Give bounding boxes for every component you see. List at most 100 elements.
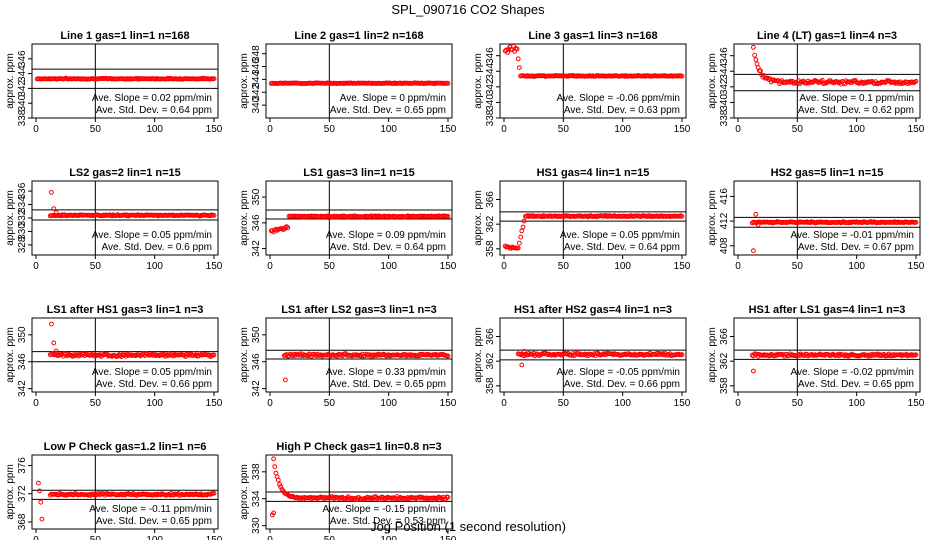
plot-frame — [499, 43, 687, 119]
plot-frame — [499, 180, 687, 256]
plot-frame — [265, 43, 453, 119]
x-tick-label: 150 — [440, 124, 457, 135]
plot-frame — [733, 43, 921, 119]
x-tick-label: 150 — [206, 124, 223, 135]
y-axis-label: approx. ppm — [473, 53, 484, 109]
y-tick-label: 376 — [17, 457, 28, 474]
panel-title: Line 1 gas=1 lin=1 n=168 — [60, 30, 189, 42]
x-tick-label: 150 — [908, 261, 925, 272]
x-tick-label: 100 — [380, 124, 397, 135]
x-tick-label: 0 — [267, 535, 273, 540]
plot-frame — [733, 180, 921, 256]
stdev-annotation: Ave. Std. Dev. = 0.66 ppm — [96, 379, 212, 390]
x-tick-label: 0 — [267, 261, 273, 272]
x-tick-label: 50 — [90, 261, 102, 272]
plot-panel: HS1 gas=4 lin=1 n=15 0 50 100 150 358 362 366ap… — [473, 167, 691, 272]
panel-title: LS1 gas=3 lin=1 n=15 — [303, 167, 415, 179]
x-tick-label: 50 — [324, 124, 336, 135]
x-tick-label: 0 — [267, 398, 273, 409]
slope-annotation: Ave. Slope = 0.1 ppm/min — [799, 93, 914, 104]
plot-panel: HS1 after HS2 gas=4 lin=1 n=3 0 50 100 150 35… — [473, 304, 691, 409]
y-axis-label: approx. ppm — [239, 327, 250, 383]
x-tick-label: 150 — [674, 398, 691, 409]
plot-frame — [265, 180, 453, 256]
data-point — [272, 464, 278, 470]
x-tick-label: 100 — [146, 124, 163, 135]
y-tick-label: 340 — [17, 94, 28, 111]
y-axis-label: approx. ppm — [473, 190, 484, 246]
x-tick-label: 150 — [440, 398, 457, 409]
plot-panel: LS2 gas=2 lin=1 n=150 50 100 15032833033233… — [5, 167, 223, 272]
y-tick-label: 358 — [485, 377, 496, 394]
data-point — [211, 76, 217, 82]
y-tick-label: 346 — [719, 47, 730, 64]
stdev-annotation: Ave. Std. Dev. = 0.63 ppm — [564, 105, 680, 116]
x-tick-label: 50 — [90, 535, 102, 540]
stdev-annotation: Ave. Std. Dev. = 0.64 ppm — [564, 242, 680, 253]
data-point — [277, 482, 282, 487]
data-point — [49, 321, 54, 327]
x-tick-label: 100 — [380, 261, 397, 272]
x-tick-label: 100 — [848, 261, 865, 272]
x-tick-label: 150 — [440, 535, 457, 540]
x-tick-label: 50 — [324, 261, 336, 272]
y-axis-label: approx. ppm — [707, 327, 718, 383]
y-axis-label: approx. ppm — [5, 53, 16, 109]
stdev-annotation: Ave. Std. Dev. = 0.65 ppm — [798, 379, 914, 390]
data-point — [445, 81, 451, 86]
stdev-annotation: Ave. Std. Dev. = 0.64 ppm — [96, 105, 212, 116]
y-tick-label: 366 — [485, 328, 496, 345]
panel-title: LS2 gas=2 lin=1 n=15 — [69, 167, 181, 179]
data-point — [445, 494, 451, 500]
data-point — [537, 353, 542, 358]
y-tick-label: 344 — [251, 71, 262, 88]
x-tick-label: 100 — [614, 261, 631, 272]
slope-annotation: Ave. Slope = 0 ppm/min — [340, 93, 446, 104]
panel-title: HS1 gas=4 lin=1 n=15 — [537, 167, 650, 179]
data-point — [517, 240, 522, 246]
slope-annotation: Ave. Slope = -0.02 ppm/min — [791, 367, 915, 378]
data-point — [518, 234, 523, 240]
data-point — [38, 499, 44, 505]
y-tick-label: 342 — [251, 83, 262, 100]
stdev-annotation: Ave. Std. Dev. = 0.6 ppm — [101, 242, 212, 253]
data-point — [211, 352, 217, 358]
slope-annotation: Ave. Slope = 0.02 ppm/min — [92, 93, 212, 104]
x-tick-label: 150 — [206, 261, 223, 272]
plot-frame — [733, 317, 921, 393]
y-tick-label: 346 — [17, 353, 28, 370]
x-tick-label: 100 — [380, 535, 397, 540]
x-tick-label: 150 — [908, 124, 925, 135]
y-tick-label: 342 — [719, 78, 730, 95]
x-tick-label: 100 — [380, 398, 397, 409]
y-tick-label: 334 — [251, 490, 262, 507]
x-tick-label: 0 — [267, 124, 273, 135]
x-tick-label: 150 — [440, 261, 457, 272]
x-tick-label: 100 — [848, 124, 865, 135]
y-axis-label: approx. ppm — [239, 53, 250, 109]
x-tick-label: 50 — [792, 124, 804, 135]
y-tick-label: 346 — [251, 353, 262, 370]
data-point — [271, 510, 277, 516]
data-point — [445, 353, 451, 359]
y-tick-label: 348 — [251, 45, 262, 62]
data-point — [754, 61, 760, 67]
data-point — [787, 78, 793, 84]
y-tick-label: 342 — [17, 80, 28, 97]
stdev-annotation: Ave. Std. Dev. = 0.65 ppm — [330, 105, 446, 116]
x-tick-label: 0 — [33, 535, 39, 540]
data-point — [36, 480, 41, 486]
data-point — [285, 225, 291, 231]
x-tick-label: 100 — [146, 535, 163, 540]
y-tick-label: 344 — [17, 65, 28, 82]
y-tick-label: 358 — [719, 377, 730, 394]
y-tick-label: 336 — [17, 182, 28, 199]
figure-title: SPL_090716 CO2 Shapes — [391, 2, 545, 17]
panel-title: LS1 after HS1 gas=3 lin=1 n=3 — [47, 304, 204, 316]
slope-annotation: Ave. Slope = 0.05 ppm/min — [92, 367, 212, 378]
x-tick-label: 50 — [90, 124, 102, 135]
panel-title: Line 2 gas=1 lin=2 n=168 — [294, 30, 423, 42]
plot-panel: LS1 after HS1 gas=3 lin=1 n=3 0 50 100 150 34… — [5, 304, 223, 409]
